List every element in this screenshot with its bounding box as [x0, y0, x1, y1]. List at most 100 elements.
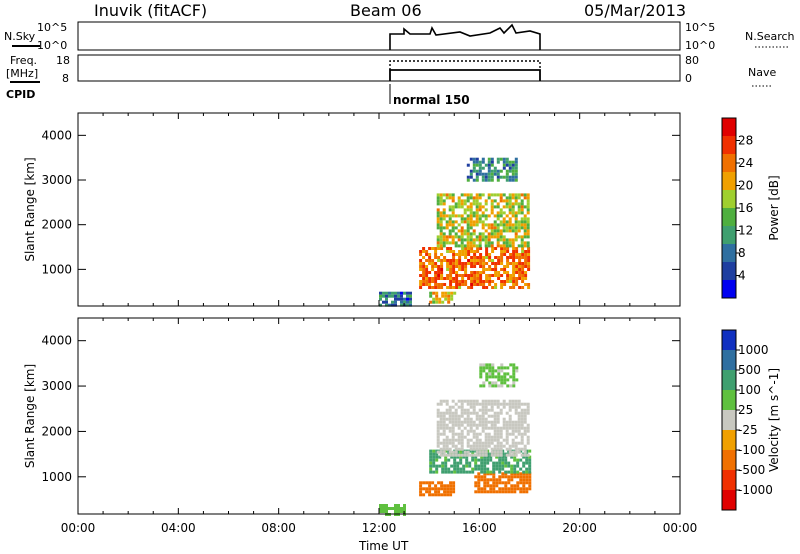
echo-cell	[527, 286, 531, 289]
echo-cell	[513, 464, 517, 468]
echo-cell	[499, 211, 503, 215]
echo-cell	[481, 172, 485, 176]
echo-cell	[490, 178, 494, 182]
echo-cell	[484, 444, 488, 448]
echo-cell	[448, 235, 452, 239]
echo-cell	[449, 271, 453, 274]
echo-cell	[521, 253, 525, 256]
echo-cell	[515, 262, 519, 265]
echo-cell	[490, 450, 494, 454]
echo-cell	[449, 283, 453, 286]
echo-cell	[491, 250, 495, 253]
echo-cell	[497, 259, 501, 262]
echo-cell	[431, 280, 435, 283]
echo-cell	[502, 402, 506, 406]
echo-cell	[438, 464, 442, 468]
echo-cell	[476, 256, 480, 259]
echo-cell	[527, 250, 531, 253]
echo-cell	[449, 274, 453, 277]
echo-cell	[523, 408, 527, 412]
echo-cell	[442, 241, 446, 245]
echo-cell	[470, 265, 474, 268]
echo-cell	[493, 435, 497, 439]
echo-cell	[448, 405, 452, 409]
echo-cell	[520, 241, 524, 245]
echo-cell	[481, 414, 485, 418]
echo-cell	[391, 291, 394, 295]
echo-cell	[444, 458, 448, 462]
echo-cell	[493, 432, 497, 436]
echo-cell	[505, 432, 509, 436]
echo-cell	[507, 481, 511, 485]
echo-cell	[470, 271, 474, 274]
echo-cell	[519, 472, 523, 476]
echo-cell	[463, 202, 467, 206]
echo-cell	[492, 490, 496, 494]
echo-cell	[454, 244, 458, 248]
echo-cell	[403, 291, 406, 295]
echo-cell	[450, 291, 454, 295]
echo-cell	[507, 478, 511, 482]
echo-cell	[379, 504, 382, 507]
echo-cell	[472, 169, 476, 173]
echo-cell	[428, 247, 432, 250]
echo-cell	[502, 226, 506, 230]
echo-cell	[456, 467, 460, 471]
echo-cell	[450, 455, 454, 459]
echo-cell	[505, 157, 509, 161]
echo-cell	[406, 294, 409, 298]
echo-cell	[461, 283, 465, 286]
echo-cell	[458, 280, 462, 283]
echo-cell	[481, 157, 485, 161]
echo-cell	[439, 432, 443, 436]
echo-cell	[463, 435, 467, 439]
x-tick-label: 04:00	[161, 521, 196, 535]
echo-cell	[472, 411, 476, 415]
echo-cell	[487, 438, 491, 442]
echo-cell	[490, 241, 494, 245]
echo-cell	[514, 429, 518, 433]
echo-cell	[419, 283, 423, 286]
colorbar-segment	[722, 330, 736, 351]
echo-cell	[472, 178, 476, 182]
echo-cell	[496, 402, 500, 406]
echo-cell	[526, 453, 530, 457]
echo-cell	[436, 429, 440, 433]
echo-cell	[499, 453, 503, 457]
echo-cell	[491, 268, 495, 271]
echo-cell	[481, 220, 485, 224]
echo-cell	[472, 244, 476, 248]
echo-cell	[523, 426, 527, 430]
echo-cell	[488, 366, 492, 370]
echo-cell	[431, 265, 435, 268]
echo-cell	[502, 175, 506, 179]
echo-cell	[485, 375, 489, 379]
echo-cell	[526, 199, 530, 203]
echo-cell	[436, 408, 440, 412]
echo-cell	[505, 420, 509, 424]
echo-cell	[463, 399, 467, 403]
echo-cell	[501, 458, 505, 462]
echo-cell	[520, 220, 524, 224]
echo-cell	[517, 402, 521, 406]
echo-cell	[419, 262, 423, 265]
echo-cell	[487, 435, 491, 439]
echo-cell	[525, 478, 529, 482]
echo-cell	[466, 420, 470, 424]
echo-cell	[439, 450, 443, 454]
echo-cell	[492, 478, 496, 482]
echo-cell	[512, 280, 516, 283]
echo-cell	[499, 444, 503, 448]
echo-cell	[442, 202, 446, 206]
echo-cell	[493, 450, 497, 454]
echo-cell	[502, 405, 506, 409]
echo-cell	[434, 250, 438, 253]
echo-cell	[475, 211, 479, 215]
echo-cell	[523, 214, 527, 218]
echo-cell	[478, 432, 482, 436]
echo-cell	[446, 259, 450, 262]
echo-cell	[515, 366, 519, 370]
echo-cell	[422, 277, 426, 280]
echo-cell	[475, 426, 479, 430]
echo-cell	[484, 420, 488, 424]
